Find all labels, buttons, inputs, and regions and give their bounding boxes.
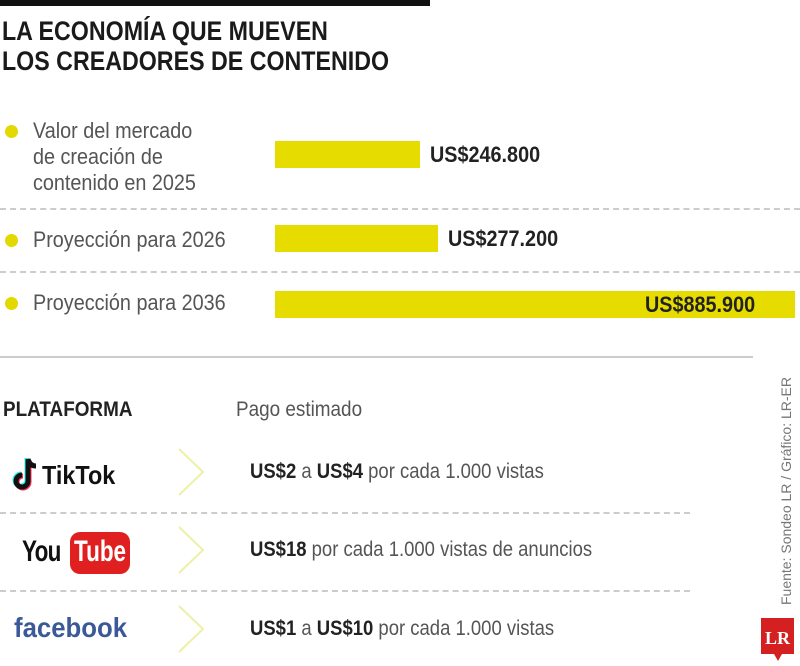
category-label: Valor del mercado de creación de contenido…: [33, 118, 196, 196]
divider: [0, 271, 800, 273]
chevron-right-icon: [178, 526, 205, 574]
bar: [275, 141, 420, 168]
source-note: Fuente: Sondeo LR / Gráfico: LR-ER: [778, 377, 794, 605]
chevron-right-icon: [178, 605, 205, 653]
payment-text: US$18 por cada 1.000 vistas de anuncios: [250, 538, 592, 562]
payment-desc: por cada 1.000 vistas de anuncios: [306, 538, 593, 561]
facebook-logo: facebook: [14, 612, 128, 643]
row-divider: [0, 590, 690, 592]
payment-amount: US$1: [250, 617, 297, 640]
payment-desc: a: [296, 617, 317, 640]
platform-header: PLATAFORMA: [3, 398, 133, 421]
value-label: US$277.200: [447, 226, 558, 251]
svg-text:LR: LR: [765, 628, 791, 648]
payment-amount: US$18: [250, 538, 307, 561]
row-divider: [0, 512, 690, 514]
payment-amount: US$4: [316, 460, 364, 483]
category-label-line: Proyección para 2026: [33, 227, 226, 252]
payment-text: US$2 a US$4 por cada 1.000 vistas: [250, 460, 544, 484]
category-label-line: de creación de: [33, 144, 163, 169]
bullet-dot: [5, 297, 18, 310]
title: LA ECONOMÍA QUE MUEVEN LOS CREADORES DE …: [2, 16, 389, 76]
payment-header: Pago estimado: [236, 398, 363, 421]
title-line-1: LA ECONOMÍA QUE MUEVEN: [2, 16, 328, 46]
category-label-line: contenido en 2025: [33, 170, 196, 195]
tiktok-logo: TikTok: [12, 455, 142, 495]
lr-logo: LR: [760, 617, 795, 662]
bar: [275, 225, 438, 252]
bullet-dot: [5, 234, 18, 247]
youtube-logo: You Tube: [22, 530, 137, 576]
bullet-dot: [5, 125, 18, 138]
lr-logo-icon: LR: [761, 618, 794, 661]
category-label-line: Proyección para 2036: [33, 290, 226, 315]
payment-text: US$1 a US$10 por cada 1.000 vistas: [250, 617, 554, 641]
youtube-wordmark-tube: Tube: [74, 535, 127, 568]
chevron-right-icon: [178, 448, 205, 496]
top-rule: [0, 0, 430, 6]
category-label: Proyección para 2026: [33, 227, 226, 253]
payment-desc: por cada 1.000 vistas: [363, 460, 544, 483]
divider: [0, 208, 800, 210]
payment-desc: por cada 1.000 vistas: [373, 617, 555, 640]
value-label: US$885.900: [645, 292, 756, 317]
payment-amount: US$10: [316, 617, 374, 640]
tiktok-wordmark: TikTok: [42, 460, 116, 490]
bar: [275, 291, 795, 318]
tiktok-icon: [12, 458, 37, 491]
payment-desc: a: [296, 460, 317, 483]
payment-amount: US$2: [250, 460, 297, 483]
value-label: US$246.800: [429, 142, 540, 167]
title-line-2: LOS CREADORES DE CONTENIDO: [2, 46, 390, 76]
youtube-tube-badge: [70, 532, 130, 574]
youtube-wordmark-you: You: [22, 535, 61, 568]
category-label: Proyección para 2036: [33, 290, 226, 316]
section-divider: [0, 356, 753, 358]
category-label-line: Valor del mercado: [33, 118, 193, 143]
